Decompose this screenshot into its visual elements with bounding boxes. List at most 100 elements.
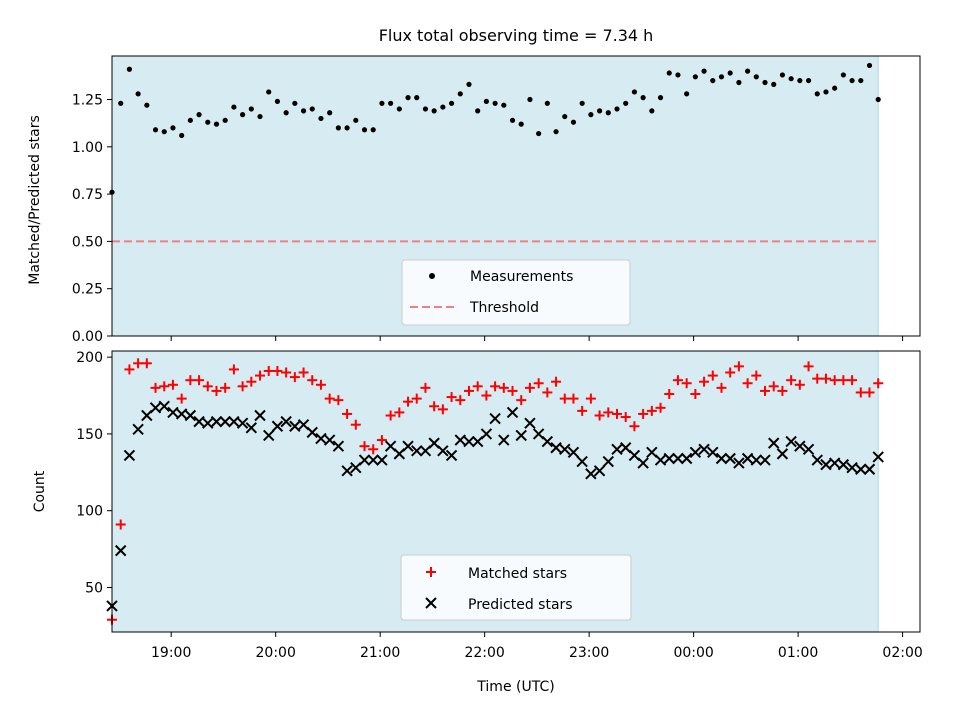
predicted-stars-point	[567, 446, 580, 459]
xtick-label: 19:00	[151, 645, 191, 661]
measurement-point	[518, 121, 524, 127]
predicted-stars-point	[855, 463, 867, 475]
x-axis-label: Time (UTC)	[476, 679, 554, 695]
measurement-point	[422, 106, 429, 112]
measurement-point	[222, 117, 228, 123]
matched-stars-point	[359, 441, 370, 452]
measurement-point	[649, 108, 655, 114]
matched-stars-point	[228, 364, 239, 375]
measurement-point	[605, 110, 611, 116]
measurement-point	[274, 98, 281, 105]
predicted-stars-point	[654, 454, 667, 466]
predicted-stars-point	[741, 452, 754, 465]
predicted-stars-point	[593, 465, 606, 477]
measurement-point	[849, 77, 855, 84]
matched-stars-point	[516, 395, 527, 406]
xtick-label: 02:00	[882, 645, 922, 661]
matched-stars-point	[298, 367, 309, 378]
matched-stars-point	[594, 410, 605, 421]
measurements-legend-marker	[429, 273, 435, 279]
measurement-point	[466, 81, 472, 87]
matched-stars-point	[150, 382, 161, 393]
matched-stars-point	[255, 370, 266, 381]
predicted-stars-point	[663, 452, 675, 465]
measurement-point	[779, 72, 786, 78]
predicted-stars-point	[785, 435, 797, 448]
predicted-stars-legend-marker	[425, 597, 437, 609]
measurement-point	[509, 117, 516, 123]
matched-stars-point	[612, 408, 622, 419]
measurement-point	[353, 117, 359, 123]
measurement-point	[562, 113, 568, 120]
bottom-axes-frame	[111, 350, 921, 633]
measurement-point	[544, 100, 550, 106]
predicted-stars-point	[733, 457, 745, 469]
predicted-stars-point	[114, 544, 127, 557]
xtick-label: 21:00	[360, 645, 400, 661]
measurement-point	[118, 100, 124, 106]
predicted-stars-point	[680, 452, 693, 465]
measurement-point	[257, 113, 263, 120]
matched-stars-point	[551, 376, 562, 387]
predicted-stars-point	[306, 426, 318, 439]
measurement-point	[483, 98, 489, 105]
matched-stars-point	[707, 370, 718, 381]
predicted-stars-point	[271, 420, 284, 432]
bottom-ytick-label: 150	[76, 427, 103, 443]
predicted-stars-point	[263, 429, 275, 442]
predicted-stars-point	[550, 442, 562, 454]
predicted-stars-point	[149, 402, 162, 414]
predicted-stars-point	[132, 423, 144, 436]
predicted-stars-point	[611, 443, 623, 455]
predicted-stars-point	[872, 451, 884, 463]
matched-stars-point	[524, 382, 535, 393]
measurement-point	[762, 79, 768, 86]
measurement-point	[640, 95, 646, 101]
measurement-point	[448, 100, 455, 106]
top-legend: Measurements Threshold	[401, 259, 631, 326]
measurement-point	[457, 91, 463, 97]
predicted-stars-point	[236, 417, 249, 429]
matched-stars-point	[847, 375, 858, 386]
measurement-point	[231, 104, 237, 110]
matched-stars-point	[855, 387, 866, 398]
matched-stars-point	[263, 365, 274, 376]
xtick-label: 22:00	[464, 645, 504, 661]
predicted-stars-point	[193, 415, 205, 428]
xtick-label: 20:00	[256, 645, 296, 661]
matched-stars-point	[211, 385, 222, 396]
legend-predicted-stars: Predicted stars	[468, 597, 573, 613]
legend-threshold: Threshold	[469, 300, 539, 316]
measurement-point	[396, 106, 402, 112]
predicted-stars-point	[437, 445, 449, 457]
predicted-stars-point	[724, 452, 736, 465]
xtick-label: 01:00	[778, 645, 818, 661]
matched-stars-point	[864, 387, 875, 398]
predicted-stars-point	[498, 434, 510, 446]
top-panel: 0.00 0.25 0.50 0.75 1.00 1.25 Flux total obse…	[27, 26, 921, 345]
matched-stars-point	[141, 358, 152, 369]
measurement-point	[666, 70, 672, 76]
measurement-point	[292, 100, 298, 106]
legend-plus-glyph	[426, 567, 436, 577]
measurement-point	[579, 100, 585, 106]
predicted-stars-point	[228, 415, 240, 428]
predicted-stars-point	[689, 446, 702, 459]
predicted-stars-point	[794, 440, 806, 452]
matched-stars-point	[159, 381, 170, 392]
bottom-ytick-label: 100	[76, 504, 103, 520]
matched-stars-point	[194, 375, 205, 386]
measurement-point	[475, 108, 481, 114]
predicted-stars-point	[184, 409, 197, 422]
legend-x-glyph	[425, 597, 437, 609]
predicted-stars-point	[489, 412, 501, 425]
bottom-ytick-label: 50	[85, 580, 103, 596]
measurement-point	[187, 117, 193, 123]
matched-stars-point	[385, 410, 396, 421]
matched-stars-point	[350, 419, 361, 430]
predicted-stars-point	[280, 415, 292, 428]
measurement-point	[161, 129, 167, 135]
matched-stars-point	[176, 393, 187, 404]
measurement-point	[501, 102, 507, 108]
